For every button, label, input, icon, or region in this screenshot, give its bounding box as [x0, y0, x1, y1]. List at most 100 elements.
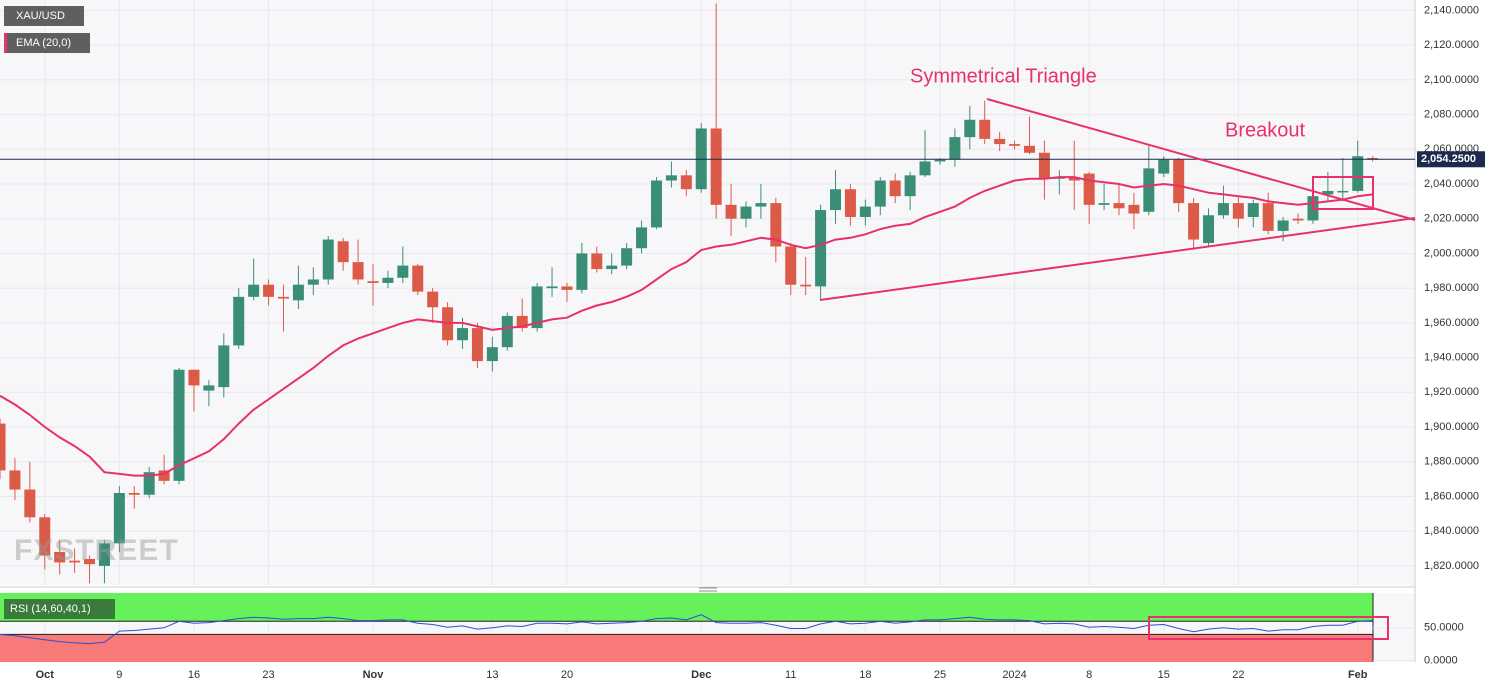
- rsi-line: [0, 614, 1373, 645]
- candle-body: [1188, 203, 1200, 240]
- x-tick-label: 11: [785, 669, 796, 681]
- x-tick-label: 16: [188, 669, 200, 681]
- candle-body: [218, 345, 230, 388]
- y-tick-label: 2,140.0000: [1424, 4, 1479, 16]
- y-tick-label: 1,860.0000: [1424, 490, 1479, 502]
- candle-body: [1098, 203, 1110, 205]
- overbought-zone: [0, 593, 1373, 622]
- x-tick-label: Oct: [36, 669, 55, 681]
- x-tick-label: 20: [561, 669, 573, 681]
- candle-body: [1083, 173, 1095, 205]
- x-tick-label: 8: [1086, 669, 1092, 681]
- legend-symbol: XAU/USD: [16, 10, 65, 22]
- annotation: Symmetrical Triangle: [910, 65, 1097, 87]
- y-tick-label: 1,820.0000: [1424, 560, 1479, 572]
- y-tick-label: 1,940.0000: [1424, 352, 1479, 364]
- candle-body: [337, 241, 349, 263]
- rsi-panel: [0, 593, 1415, 662]
- candle-body: [1113, 203, 1125, 209]
- rsi-box: [1148, 616, 1389, 640]
- ema-line: [0, 176, 1373, 477]
- candle-body: [352, 262, 364, 280]
- overlay: 1,820.0000 1,840.0000 1,860.0000 1,880.0000…: [36, 4, 1485, 681]
- candle-body: [680, 175, 692, 190]
- candle-body: [1009, 144, 1021, 146]
- candle-body: [934, 159, 946, 162]
- candle-body: [800, 284, 812, 287]
- annotation: Breakout: [1225, 119, 1305, 141]
- rsi-tick-label: 50.0000: [1424, 622, 1464, 634]
- candle-body: [248, 284, 260, 297]
- candle-body: [815, 210, 827, 287]
- x-tick-label: 23: [262, 669, 274, 681]
- candle-body: [725, 204, 737, 219]
- candle-body: [128, 492, 140, 495]
- legend-ema: EMA (20,0): [16, 37, 71, 49]
- price-panel: [0, 3, 1415, 584]
- y-tick-label: 2,100.0000: [1424, 74, 1479, 86]
- y-tick-label: 1,840.0000: [1424, 525, 1479, 537]
- candle-body: [98, 543, 110, 566]
- candle-body: [531, 286, 543, 329]
- candle-body: [516, 315, 528, 329]
- candle-body: [1217, 203, 1229, 216]
- candle-body: [501, 315, 513, 348]
- candle-body: [1158, 159, 1170, 174]
- candle-body: [650, 180, 662, 228]
- x-tick-label: 9: [116, 669, 122, 681]
- candle-body: [636, 227, 648, 249]
- candle-body: [949, 137, 961, 160]
- trendline: [986, 98, 1416, 221]
- candle-body: [1143, 168, 1155, 212]
- breakout-box: [1312, 176, 1374, 210]
- candle-body: [1173, 159, 1185, 204]
- candle-body: [158, 470, 170, 481]
- legend-rsi: RSI (14,60,40,1): [10, 603, 91, 615]
- candle-body: [173, 369, 185, 481]
- y-tick-label: 1,980.0000: [1424, 282, 1479, 294]
- candle-body: [39, 517, 51, 556]
- last-price-tag: [1417, 151, 1485, 168]
- candle-body: [606, 265, 618, 270]
- candle-body: [292, 284, 304, 301]
- candle-body: [69, 560, 81, 563]
- y-tick-label: 2,080.0000: [1424, 108, 1479, 120]
- y-tick-label: 1,920.0000: [1424, 386, 1479, 398]
- x-tick-label: Feb: [1348, 669, 1368, 681]
- candle-body: [546, 286, 558, 289]
- candle-body: [397, 265, 409, 278]
- y-tick-label: 2,120.0000: [1424, 39, 1479, 51]
- candle-body: [233, 296, 245, 346]
- candle-body: [1322, 190, 1334, 195]
- x-tick-label: 2024: [1002, 669, 1026, 681]
- candle-body: [307, 279, 319, 285]
- candle-body: [1232, 203, 1244, 219]
- candle-body: [994, 138, 1006, 145]
- candle-body: [457, 328, 469, 341]
- candle-body: [964, 119, 976, 138]
- candle-body: [1277, 220, 1289, 231]
- candle-body: [874, 180, 886, 207]
- candle-body: [889, 180, 901, 197]
- legend-box: [4, 33, 90, 53]
- candle-body: [143, 472, 155, 495]
- x-tick-label: 13: [486, 669, 498, 681]
- candle-body: [576, 253, 588, 290]
- plot-bg: [0, 0, 1415, 585]
- y-tick-label: 2,040.0000: [1424, 178, 1479, 190]
- candle-body: [412, 265, 424, 292]
- candle-body: [382, 277, 394, 283]
- candle-body: [755, 203, 767, 207]
- legend-box: [4, 599, 115, 619]
- y-tick-label: 2,020.0000: [1424, 213, 1479, 225]
- candle-body: [263, 284, 275, 297]
- candle-body: [367, 281, 379, 283]
- candle-body: [84, 558, 96, 565]
- candle-body: [561, 286, 573, 290]
- candle-body: [830, 189, 842, 211]
- y-tick-label: 1,880.0000: [1424, 456, 1479, 468]
- candle-body: [486, 347, 498, 362]
- candle-body: [1038, 152, 1050, 179]
